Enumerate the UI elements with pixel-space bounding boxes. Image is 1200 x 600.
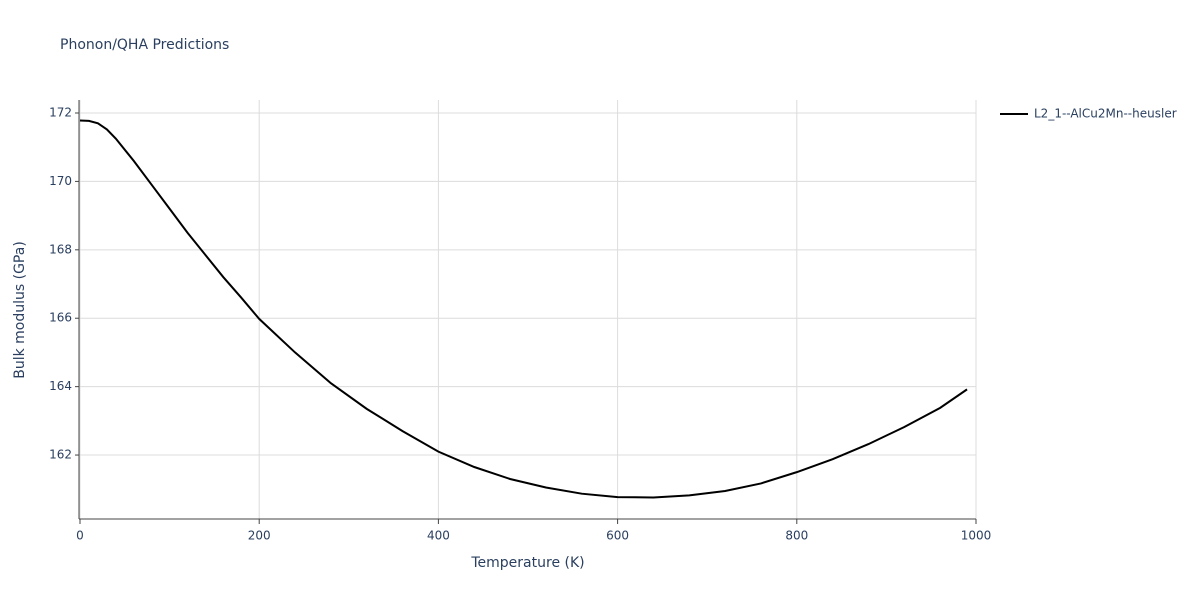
y-tick-label: 172 (49, 105, 72, 119)
chart-title: Phonon/QHA Predictions (60, 37, 229, 53)
y-tick-label: 170 (49, 174, 72, 188)
x-tick-label: 0 (76, 529, 84, 543)
y-tick-label: 162 (49, 448, 72, 462)
x-tick-label: 800 (785, 529, 808, 543)
x-tick-label: 200 (248, 529, 271, 543)
legend-label: L2_1--AlCu2Mn--heusler (1034, 107, 1177, 121)
x-axis-label: Temperature (K) (470, 555, 584, 571)
x-tick-label: 600 (606, 529, 629, 543)
line-series (79, 119, 968, 499)
y-tick-label: 168 (49, 242, 72, 256)
y-axis-label: Bulk modulus (GPa) (12, 241, 28, 379)
y-tick-label: 166 (49, 311, 72, 325)
y-tick-label: 164 (49, 379, 72, 393)
x-tick-label: 1000 (961, 529, 992, 543)
x-tick-label: 400 (427, 529, 450, 543)
